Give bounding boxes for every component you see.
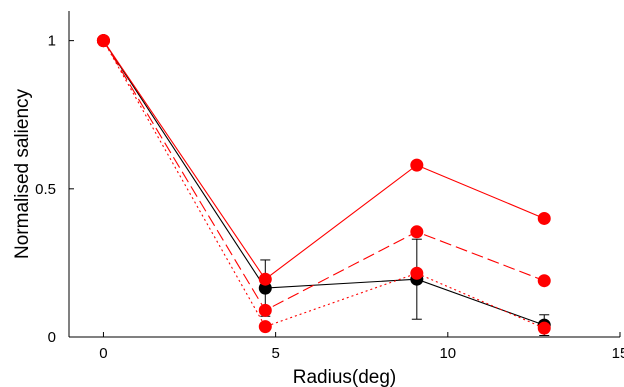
y-axis-label: Normalised saliency [12,89,33,260]
data-point [258,272,272,286]
y-tick-label: 0.5 [35,181,56,198]
data-point [410,225,424,239]
x-tick-label: 10 [439,345,456,362]
y-tick-label: 0 [48,329,56,346]
series-2 [96,34,551,286]
series-3-line [102,40,545,312]
axes [68,11,621,338]
x-axis-label: Radius(deg) [293,367,397,387]
series-1 [96,34,551,337]
data-point [258,303,272,317]
data-point [537,321,551,335]
series-layer [96,34,551,337]
x-tick-label: 0 [99,345,107,362]
data-point [410,266,424,280]
series-4 [96,34,551,335]
data-point [258,320,272,334]
data-point [410,158,424,172]
y-tick-label: 1 [48,33,56,50]
data-point [537,274,551,288]
data-point [537,211,551,225]
tick-labels: 0 5 10 15 0 0.5 1 [35,33,624,362]
series-3 [96,34,551,317]
series-1-line [102,40,545,326]
data-point [96,34,110,48]
x-tick-label: 15 [612,345,624,362]
x-tick-label: 5 [271,345,279,362]
series-2-line [102,40,545,280]
